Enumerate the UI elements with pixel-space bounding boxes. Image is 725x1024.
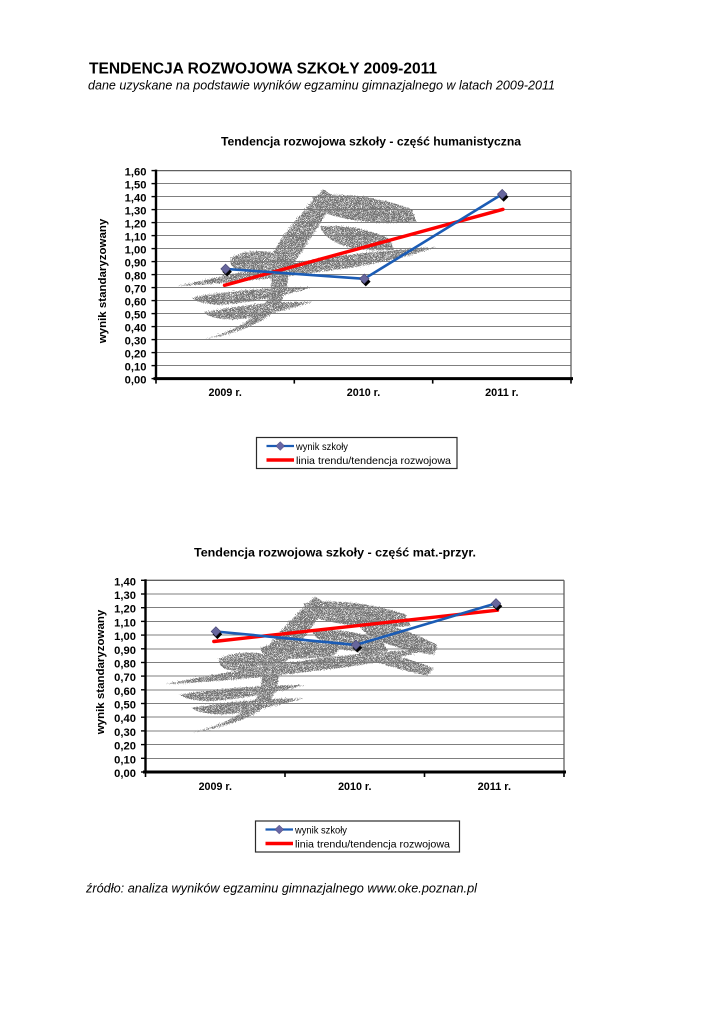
svg-text:0,90: 0,90 [125,258,147,270]
svg-text:TENDENCJA ROZWOJOWA SZKOŁY 200: TENDENCJA ROZWOJOWA SZKOŁY 2009-2011 [89,60,437,77]
svg-text:0,80: 0,80 [125,271,147,283]
svg-text:1,00: 1,00 [125,245,147,257]
svg-text:linia trendu/tendencja rozwojo: linia trendu/tendencja rozwojowa [295,840,450,851]
svg-text:linia trendu/tendencja rozwojo: linia trendu/tendencja rozwojowa [296,456,451,467]
svg-text:1,20: 1,20 [125,219,147,231]
svg-text:wynik standaryzowany: wynik standaryzowany [97,218,109,344]
svg-text:0,20: 0,20 [114,741,136,753]
svg-text:1,40: 1,40 [125,193,147,205]
svg-text:1,00: 1,00 [114,631,136,643]
svg-text:1,10: 1,10 [125,232,147,244]
svg-text:wynik szkoły: wynik szkoły [295,442,349,453]
svg-text:2009 r.: 2009 r. [209,387,242,399]
svg-text:0,60: 0,60 [114,686,136,698]
svg-text:0,00: 0,00 [125,375,147,387]
svg-text:0,10: 0,10 [114,754,136,766]
svg-text:0,50: 0,50 [125,310,147,322]
svg-text:wynik szkoły: wynik szkoły [294,826,348,837]
svg-text:1,10: 1,10 [114,617,136,629]
svg-text:0,90: 0,90 [114,645,136,657]
svg-text:0,60: 0,60 [125,297,147,309]
svg-text:Tendencja rozwojowa szkoły - c: Tendencja rozwojowa szkoły - część mat.-… [194,546,476,560]
svg-text:0,10: 0,10 [125,362,147,374]
svg-text:2010 r.: 2010 r. [338,781,371,793]
svg-text:1,20: 1,20 [114,604,136,616]
svg-text:0,70: 0,70 [125,284,147,296]
svg-text:dane uzyskane na podstawie wyn: dane uzyskane na podstawie wyników egzam… [88,79,555,93]
svg-text:źródło: analiza wyników egzami: źródło: analiza wyników egzaminu gimnazj… [85,881,478,895]
svg-text:Tendencja rozwojowa szkoły - c: Tendencja rozwojowa szkoły - część human… [221,135,521,149]
svg-text:0,40: 0,40 [125,323,147,335]
svg-text:1,50: 1,50 [125,180,147,192]
svg-text:2011 r.: 2011 r. [485,387,518,399]
svg-text:0,70: 0,70 [114,672,136,684]
svg-text:1,40: 1,40 [114,576,136,588]
svg-text:0,80: 0,80 [114,659,136,671]
svg-text:2011 r.: 2011 r. [478,781,511,793]
svg-text:0,50: 0,50 [114,700,136,712]
svg-text:2009 r.: 2009 r. [199,781,232,793]
svg-text:0,20: 0,20 [125,349,147,361]
svg-text:0,00: 0,00 [114,768,136,780]
svg-text:0,30: 0,30 [125,336,147,348]
svg-text:0,30: 0,30 [114,727,136,739]
svg-text:1,60: 1,60 [125,167,147,179]
svg-text:1,30: 1,30 [114,590,136,602]
svg-text:wynik standaryzowany: wynik standaryzowany [95,609,107,735]
svg-text:1,30: 1,30 [125,206,147,218]
svg-text:2010 r.: 2010 r. [347,387,380,399]
svg-text:0,40: 0,40 [114,713,136,725]
